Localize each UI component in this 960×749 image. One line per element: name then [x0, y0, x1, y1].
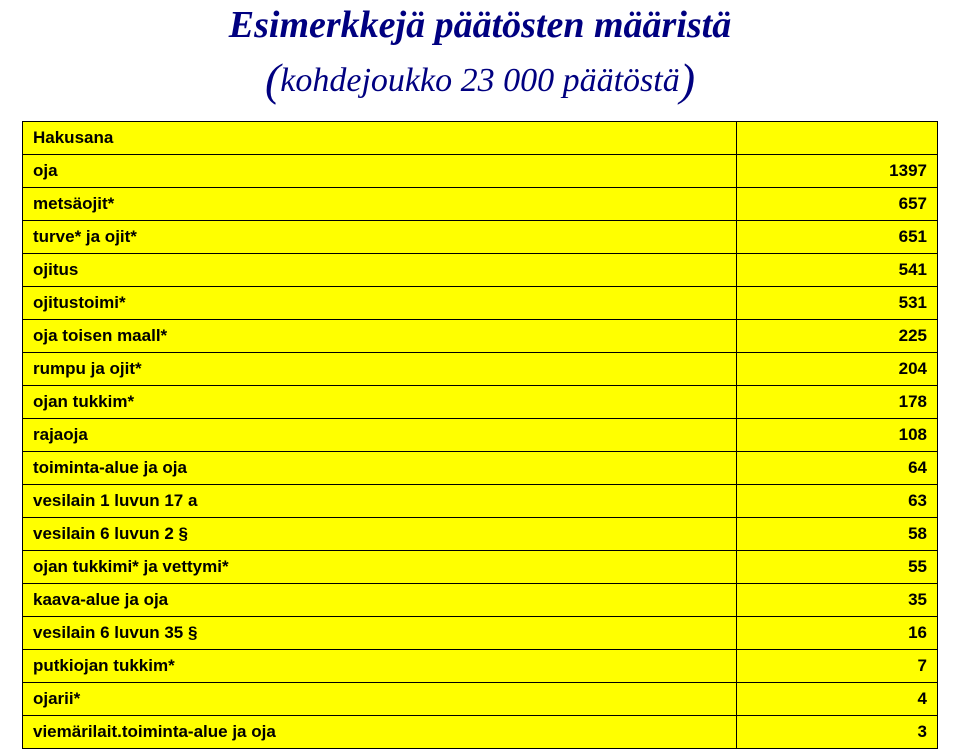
row-value: 225 [736, 319, 937, 352]
table-row: vesilain 6 luvun 35 §16 [23, 616, 938, 649]
row-value: 64 [736, 451, 937, 484]
row-label: vesilain 1 luvun 17 a [23, 484, 737, 517]
row-value: 58 [736, 517, 937, 550]
table-row: ojitustoimi*531 [23, 286, 938, 319]
table-header-row: Hakusana [23, 121, 938, 154]
page: Esimerkkejä päätösten määristä (kohdejou… [0, 0, 960, 735]
row-value: 108 [736, 418, 937, 451]
row-label: oja [23, 154, 737, 187]
table-header-label: Hakusana [23, 121, 737, 154]
row-label: vesilain 6 luvun 35 § [23, 616, 737, 649]
row-value: 178 [736, 385, 937, 418]
table-row: viemärilait.toiminta-alue ja oja3 [23, 715, 938, 748]
row-label: kaava-alue ja oja [23, 583, 737, 616]
page-title: Esimerkkejä päätösten määristä [22, 4, 938, 48]
row-label: viemärilait.toiminta-alue ja oja [23, 715, 737, 748]
table-row: putkiojan tukkim*7 [23, 649, 938, 682]
row-label: ojarii* [23, 682, 737, 715]
row-value: 4 [736, 682, 937, 715]
table-row: vesilain 1 luvun 17 a63 [23, 484, 938, 517]
row-label: ojan tukkim* [23, 385, 737, 418]
table-row: ojitus541 [23, 253, 938, 286]
results-table: Hakusana oja1397metsäojit*657turve* ja o… [22, 121, 938, 749]
row-value: 651 [736, 220, 937, 253]
row-value: 63 [736, 484, 937, 517]
row-label: toiminta-alue ja oja [23, 451, 737, 484]
row-value: 55 [736, 550, 937, 583]
table-row: metsäojit*657 [23, 187, 938, 220]
table-row: vesilain 6 luvun 2 §58 [23, 517, 938, 550]
table-row: ojan tukkimi* ja vettymi*55 [23, 550, 938, 583]
row-label: turve* ja ojit* [23, 220, 737, 253]
row-value: 35 [736, 583, 937, 616]
paren-close: ) [680, 54, 695, 105]
table-row: turve* ja ojit*651 [23, 220, 938, 253]
table-row: rumpu ja ojit*204 [23, 352, 938, 385]
row-value: 657 [736, 187, 937, 220]
page-subtitle: (kohdejoukko 23 000 päätöstä) [22, 54, 938, 107]
table-row: toiminta-alue ja oja64 [23, 451, 938, 484]
row-label: ojitustoimi* [23, 286, 737, 319]
row-value: 16 [736, 616, 937, 649]
row-value: 3 [736, 715, 937, 748]
row-label: putkiojan tukkim* [23, 649, 737, 682]
paren-open: ( [265, 54, 280, 105]
row-value: 204 [736, 352, 937, 385]
row-label: rajaoja [23, 418, 737, 451]
table-row: kaava-alue ja oja35 [23, 583, 938, 616]
table-row: ojarii*4 [23, 682, 938, 715]
table-row: ojan tukkim*178 [23, 385, 938, 418]
table-row: oja toisen maall*225 [23, 319, 938, 352]
row-label: ojitus [23, 253, 737, 286]
row-label: rumpu ja ojit* [23, 352, 737, 385]
row-label: oja toisen maall* [23, 319, 737, 352]
table-row: oja1397 [23, 154, 938, 187]
row-label: vesilain 6 luvun 2 § [23, 517, 737, 550]
row-label: metsäojit* [23, 187, 737, 220]
row-value: 7 [736, 649, 937, 682]
row-value: 541 [736, 253, 937, 286]
subtitle-text: kohdejoukko 23 000 päätöstä [280, 62, 679, 99]
row-value: 531 [736, 286, 937, 319]
table-row: rajaoja108 [23, 418, 938, 451]
row-label: ojan tukkimi* ja vettymi* [23, 550, 737, 583]
table-header-value [736, 121, 937, 154]
row-value: 1397 [736, 154, 937, 187]
